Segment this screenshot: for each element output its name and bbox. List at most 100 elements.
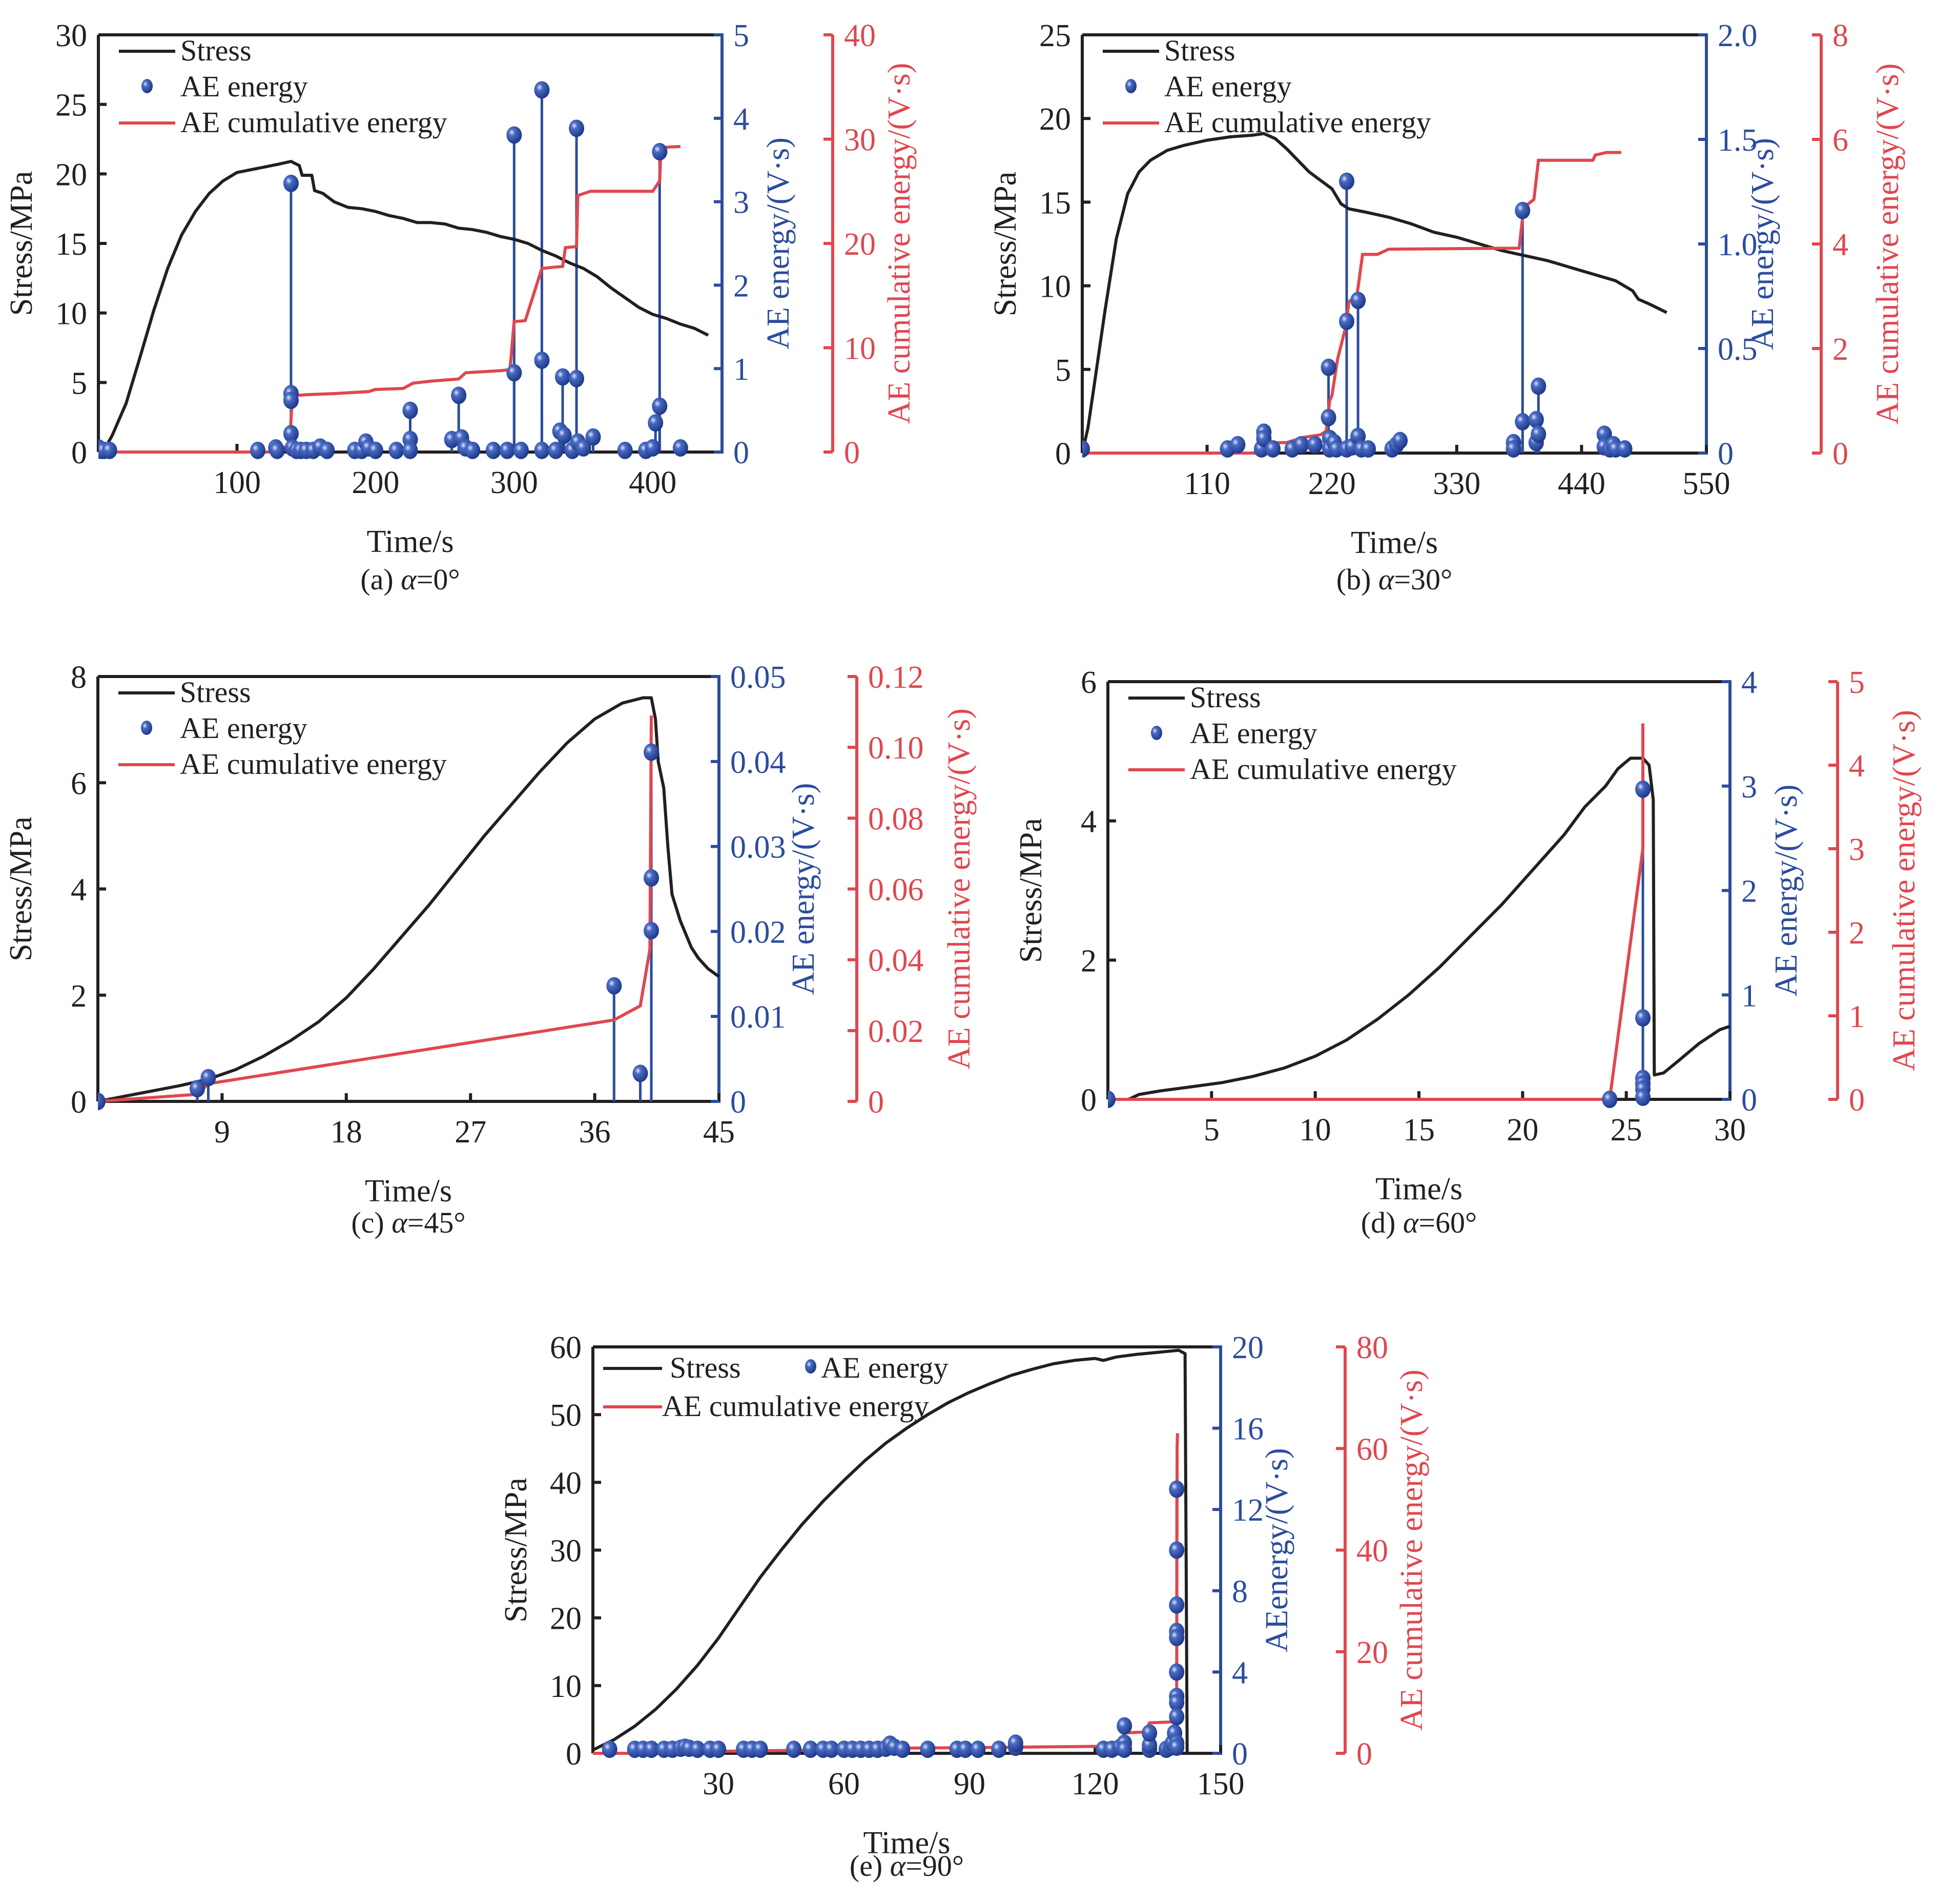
- x-tick-label: 25: [1611, 1113, 1642, 1148]
- ae-energy-point: [101, 441, 117, 459]
- ae-energy-point: [534, 441, 550, 459]
- y2-tick-label: 1: [733, 352, 749, 387]
- x-axis-title: Time/s: [1351, 525, 1438, 560]
- panel-caption: (d) α=60°: [1361, 1206, 1477, 1239]
- ae-energy-point: [1321, 408, 1336, 426]
- y2-tick-label: 0.04: [730, 745, 786, 780]
- legend-ae-energy-marker: [141, 721, 152, 735]
- y-tick-label: 50: [550, 1398, 582, 1433]
- y-tick-label: 30: [550, 1534, 582, 1569]
- y3-tick-label: 40: [1356, 1534, 1388, 1569]
- y-tick-label: 20: [55, 157, 87, 192]
- y3-tick-label: 4: [1849, 749, 1865, 784]
- y3-tick-label: 0: [1849, 1083, 1865, 1118]
- y2-tick-label: 4: [733, 102, 749, 137]
- ae-energy-point: [644, 1741, 660, 1758]
- y3-tick-label: 0.12: [868, 660, 924, 695]
- x-tick-label: 110: [1184, 466, 1230, 501]
- y-tick-label: 25: [1039, 18, 1071, 53]
- x-tick-label: 15: [1403, 1113, 1435, 1148]
- legend-ae-energy-label: AE energy: [821, 1351, 949, 1384]
- x-tick-label: 20: [1507, 1113, 1538, 1148]
- ae-energy-point: [1515, 413, 1531, 431]
- y3-tick-label: 0.02: [868, 1014, 924, 1049]
- ae-energy-point: [1265, 440, 1281, 458]
- ae-energy-point: [823, 1741, 839, 1758]
- y2-tick-label: 0: [1718, 437, 1734, 472]
- ae-energy-point: [1169, 1738, 1185, 1756]
- stress-line: [593, 1348, 1189, 1754]
- y-tick-label: 4: [1081, 805, 1097, 840]
- ae-energy-point: [1531, 425, 1547, 443]
- ae-energy-point: [367, 441, 383, 459]
- ae-energy-point: [200, 1069, 216, 1087]
- legend-ae-energy-label: AE energy: [1190, 716, 1317, 750]
- ae-energy-point: [585, 428, 601, 446]
- legend-ae-energy-label: AE energy: [1164, 70, 1292, 103]
- y3-tick-label: 6: [1832, 123, 1848, 158]
- y-tick-label: 15: [55, 227, 87, 262]
- y3-tick-label: 3: [1849, 832, 1865, 867]
- y2-axis-title: AE energy/(V·s): [1745, 138, 1780, 350]
- panel-caption: (a) α=0°: [360, 563, 460, 596]
- ae-energy-point: [575, 439, 591, 457]
- ae-energy-point: [506, 364, 522, 382]
- y2-tick-label: 0: [730, 1085, 746, 1120]
- ae-energy-point: [534, 351, 550, 369]
- ae-energy-point: [388, 441, 404, 459]
- x-tick-label: 400: [629, 465, 676, 500]
- x-axis-title: Time/s: [366, 524, 454, 559]
- y-tick-label: 40: [550, 1466, 582, 1501]
- y3-tick-label: 0.06: [868, 873, 924, 908]
- legend-cumulative-label: AE cumulative energy: [180, 106, 447, 139]
- y-tick-label: 2: [71, 979, 87, 1014]
- ae-energy-point: [1108, 1091, 1116, 1108]
- caption-suffix: =90°: [905, 1849, 964, 1882]
- y-tick-label: 6: [1081, 665, 1097, 700]
- caption-suffix: =60°: [1418, 1206, 1477, 1239]
- caption-symbol: α: [1403, 1206, 1419, 1239]
- ae-energy-point: [1142, 1736, 1158, 1754]
- legend-ae-energy-label: AE energy: [180, 70, 308, 103]
- y3-tick-label: 0: [844, 436, 860, 470]
- x-tick-label: 120: [1071, 1767, 1119, 1801]
- y-tick-label: 2: [1081, 944, 1097, 978]
- plot-area: [593, 1348, 1189, 1758]
- caption-prefix: (e): [850, 1849, 890, 1882]
- y2-axis-title: AE energy/(V·s): [786, 783, 821, 995]
- ae-energy-point: [1361, 440, 1376, 458]
- y3-axis-title: AE cumulative energy/(V·s): [1887, 710, 1922, 1071]
- ae-energy-point: [1082, 440, 1090, 458]
- y-axis-title: Stress/MPa: [499, 1478, 533, 1622]
- x-tick-label: 300: [490, 465, 538, 500]
- panel-caption: (b) α=30°: [1336, 563, 1453, 596]
- y2-tick-label: 1.0: [1718, 228, 1758, 262]
- ae-energy-point: [569, 119, 585, 137]
- caption-suffix: =45°: [407, 1206, 466, 1239]
- panel-caption: (e) α=90°: [850, 1849, 964, 1882]
- y3-tick-label: 10: [844, 332, 876, 366]
- panel-a: 0 5 10 15 20 25 30 100 200 300 400 0 1 2 3 4 5 0 10 20 30 40 S…: [4, 18, 917, 596]
- y3-tick-label: 20: [1356, 1635, 1388, 1670]
- y-tick-label: 0: [71, 1085, 87, 1120]
- legend-stress-label: Stress: [670, 1351, 741, 1384]
- y-tick-label: 0: [71, 436, 87, 470]
- y2-tick-label: 1: [1741, 978, 1757, 1013]
- x-tick-label: 9: [214, 1115, 230, 1150]
- x-tick-label: 36: [579, 1115, 611, 1150]
- x-axis-title: Time/s: [1375, 1172, 1462, 1206]
- y2-tick-label: 0: [1741, 1083, 1757, 1118]
- y2-tick-label: 5: [733, 18, 749, 53]
- y2-tick-label: 0.02: [730, 915, 786, 950]
- ae-energy-point: [617, 441, 633, 459]
- x-tick-label: 5: [1204, 1113, 1220, 1148]
- ae-energy-point: [920, 1741, 936, 1758]
- y2-axis-title: AEenergy/(V·s): [1260, 1448, 1294, 1652]
- ae-energy-point: [644, 869, 660, 887]
- legend-stress-label: Stress: [1190, 681, 1261, 714]
- y3-tick-label: 30: [844, 123, 876, 158]
- ae-energy-point: [752, 1741, 768, 1758]
- ae-energy-point: [554, 368, 570, 386]
